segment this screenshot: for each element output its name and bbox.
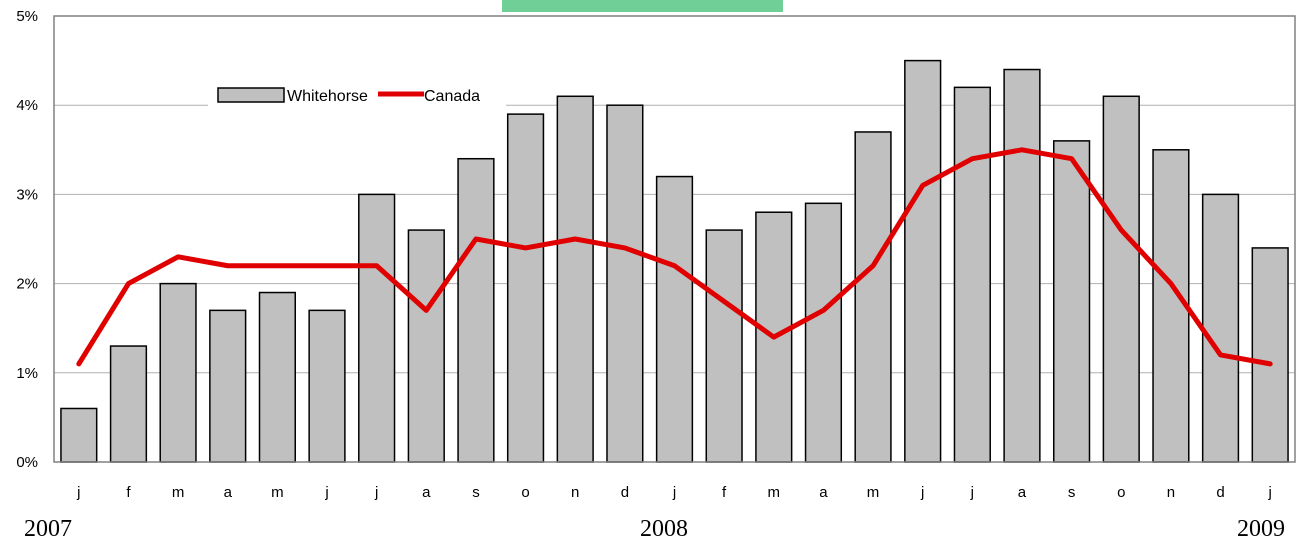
x-tick-label: a (224, 484, 233, 501)
x-tick-label: j (374, 484, 378, 501)
bar-whitehorse (407, 229, 445, 463)
x-tick-label: a (819, 484, 828, 501)
bar-whitehorse (904, 59, 942, 463)
x-tick-label: s (472, 484, 480, 501)
line-canada (76, 147, 1273, 367)
title-placeholder-box (502, 0, 783, 12)
bar-whitehorse (655, 175, 694, 463)
x-tick-label: n (571, 484, 579, 501)
bar-whitehorse (308, 309, 346, 463)
bar-whitehorse (1251, 247, 1289, 463)
bar-whitehorse (705, 229, 743, 463)
bar-whitehorse (209, 309, 247, 463)
year-label-2009: 2009 (1237, 516, 1285, 542)
bar-whitehorse (1003, 68, 1041, 463)
bar-whitehorse (556, 95, 594, 463)
bar-whitehorse (1201, 193, 1240, 463)
legend-label-whitehorse: Whitehorse (287, 88, 368, 105)
bar-whitehorse (358, 193, 396, 463)
x-tick-label: j (920, 484, 924, 501)
y-tick-label: 2% (16, 276, 38, 293)
y-tick-label: 3% (16, 186, 38, 203)
x-tick-label: j (324, 484, 328, 501)
year-label-2008: 2008 (640, 516, 688, 542)
legend-label-canada: Canada (424, 88, 480, 105)
plot-area-border (53, 15, 1296, 463)
bar-whitehorse (804, 202, 843, 463)
legend: Whitehorse Canada (208, 80, 506, 112)
bar-whitehorse (606, 104, 644, 463)
bar-whitehorse (953, 86, 991, 463)
y-tick-label: 4% (16, 97, 38, 114)
year-label-2007: 2007 (24, 516, 72, 542)
bar-whitehorse (1102, 95, 1140, 463)
x-tick-label: j (970, 484, 974, 501)
x-tick-label: j (1268, 484, 1272, 501)
x-tick-label: o (1117, 484, 1125, 501)
x-tick-label: n (1167, 484, 1175, 501)
legend-swatch-whitehorse (217, 87, 285, 103)
bar-whitehorse (109, 345, 148, 463)
bar-whitehorse (159, 282, 197, 463)
y-axis-ticks: 0% 1% 2% 3% 4% 5% (16, 8, 38, 471)
x-tick-label: j (76, 484, 80, 501)
bar-whitehorse (457, 157, 495, 463)
y-tick-label: 0% (16, 454, 38, 471)
y-tick-label: 5% (16, 8, 38, 25)
x-tick-label: m (867, 484, 880, 501)
x-tick-label: f (126, 484, 131, 501)
x-tick-label: d (1216, 484, 1224, 501)
x-tick-label: a (1018, 484, 1027, 501)
bar-whitehorse (1052, 140, 1091, 463)
bar-whitehorse (854, 131, 892, 463)
bar-whitehorse (60, 407, 98, 463)
bar-whitehorse (258, 291, 297, 463)
y-tick-label: 1% (16, 365, 38, 382)
x-tick-label: d (621, 484, 629, 501)
x-tick-label: m (768, 484, 781, 501)
x-tick-label: m (271, 484, 284, 501)
x-tick-label: s (1068, 484, 1076, 501)
x-tick-label: a (422, 484, 431, 501)
x-tick-label: j (672, 484, 676, 501)
x-tick-label: f (722, 484, 727, 501)
canada-line-layer (76, 147, 1273, 367)
x-tick-label: m (172, 484, 185, 501)
x-tick-label: o (521, 484, 529, 501)
bar-whitehorse (506, 113, 545, 463)
whitehorse-bars (60, 59, 1289, 463)
